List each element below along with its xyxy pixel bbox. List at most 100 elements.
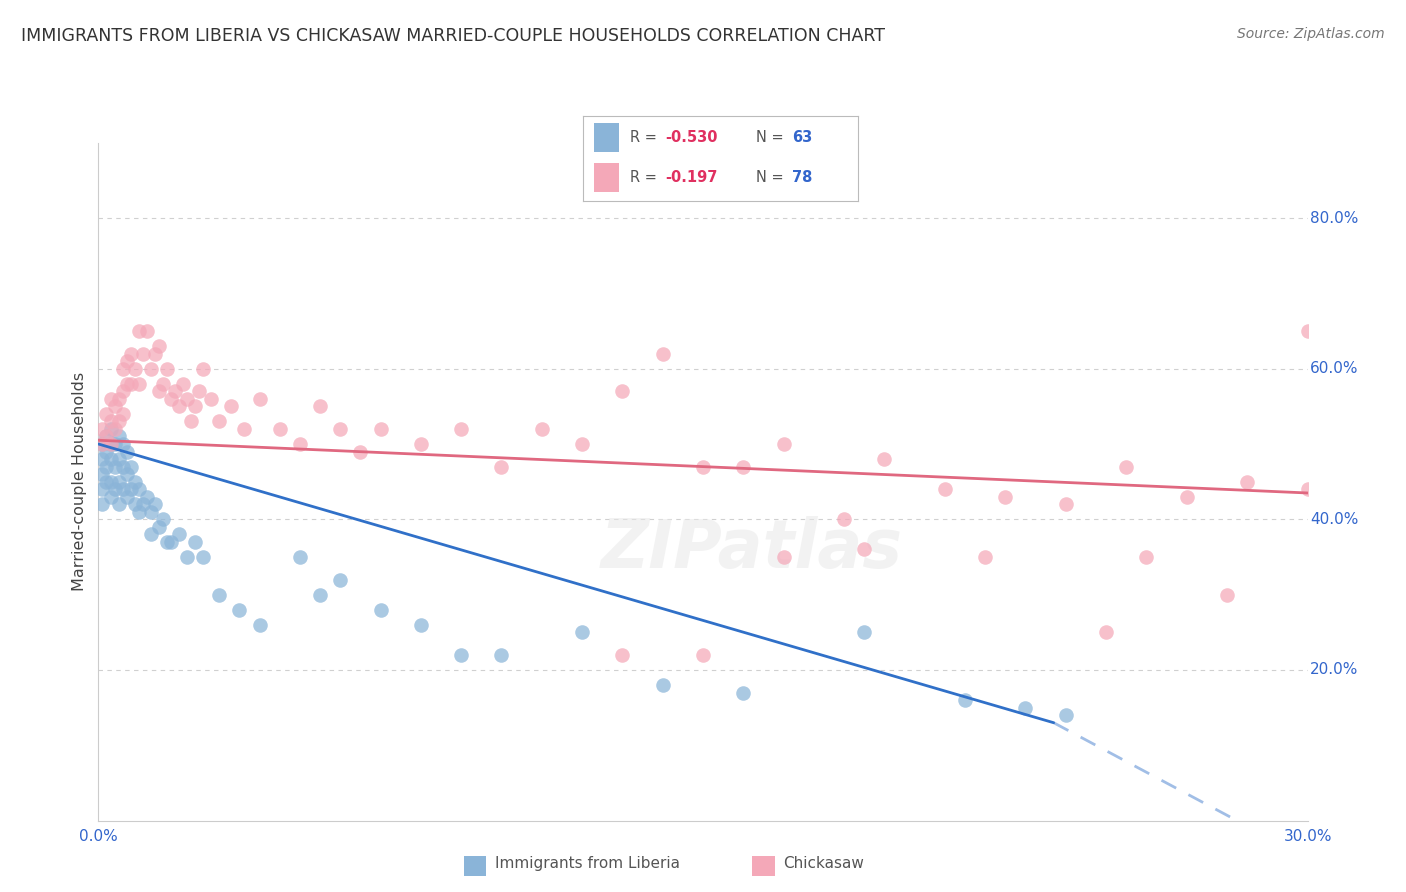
Bar — [595, 162, 619, 192]
Point — [249, 392, 271, 406]
Point — [994, 490, 1017, 504]
Point — [193, 361, 215, 376]
Point — [772, 549, 794, 564]
Point — [96, 475, 118, 489]
Point — [91, 437, 114, 451]
Point — [103, 422, 125, 436]
Point — [329, 422, 352, 436]
Point — [139, 527, 162, 541]
Point — [1095, 625, 1118, 640]
Point — [96, 429, 118, 443]
Point — [91, 437, 114, 451]
Point — [733, 459, 755, 474]
Y-axis label: Married-couple Households: Married-couple Households — [72, 372, 87, 591]
Point — [184, 535, 207, 549]
Text: 63: 63 — [792, 130, 813, 145]
Point — [120, 376, 142, 391]
Point — [832, 512, 855, 526]
Text: 20.0%: 20.0% — [1310, 663, 1358, 678]
Point — [571, 625, 593, 640]
Point — [148, 339, 170, 353]
Point — [152, 376, 174, 391]
Point — [111, 437, 134, 451]
Point — [100, 414, 122, 428]
Point — [176, 549, 198, 564]
Point — [853, 542, 876, 557]
Point — [96, 429, 118, 443]
Point — [148, 520, 170, 534]
Point — [103, 482, 125, 496]
Point — [111, 384, 134, 399]
Point — [120, 459, 142, 474]
Point — [128, 482, 150, 496]
Point — [288, 437, 311, 451]
Point — [1054, 497, 1077, 511]
Point — [103, 400, 125, 414]
Point — [612, 384, 634, 399]
Point — [143, 346, 166, 360]
Text: -0.530: -0.530 — [666, 130, 718, 145]
Point — [128, 324, 150, 338]
Point — [107, 414, 129, 428]
Point — [128, 505, 150, 519]
Point — [167, 400, 190, 414]
Point — [1216, 588, 1239, 602]
Point — [450, 648, 472, 662]
Text: 60.0%: 60.0% — [1310, 361, 1358, 376]
Point — [288, 549, 311, 564]
Point — [934, 482, 956, 496]
Text: IMMIGRANTS FROM LIBERIA VS CHICKASAW MARRIED-COUPLE HOUSEHOLDS CORRELATION CHART: IMMIGRANTS FROM LIBERIA VS CHICKASAW MAR… — [21, 27, 886, 45]
Point — [107, 497, 129, 511]
Point — [1054, 708, 1077, 723]
Point — [733, 685, 755, 699]
Point — [1296, 324, 1319, 338]
Point — [651, 678, 673, 692]
Point — [612, 648, 634, 662]
Point — [269, 422, 291, 436]
Point — [329, 573, 352, 587]
Point — [120, 346, 142, 360]
Point — [100, 437, 122, 451]
Point — [167, 527, 190, 541]
Point — [228, 603, 250, 617]
Point — [107, 392, 129, 406]
Bar — [595, 123, 619, 153]
Point — [135, 490, 157, 504]
Point — [135, 324, 157, 338]
Point — [107, 475, 129, 489]
Point — [111, 459, 134, 474]
Text: -0.197: -0.197 — [666, 169, 718, 185]
Point — [96, 407, 118, 421]
Point — [491, 459, 513, 474]
Point — [91, 467, 114, 482]
Point — [124, 361, 146, 376]
Point — [232, 422, 254, 436]
Point — [491, 648, 513, 662]
Point — [370, 422, 392, 436]
Text: R =: R = — [630, 130, 662, 145]
Point — [571, 437, 593, 451]
Point — [103, 459, 125, 474]
Point — [132, 497, 155, 511]
Point — [100, 490, 122, 504]
Point — [115, 444, 138, 458]
Point — [200, 392, 222, 406]
Text: 80.0%: 80.0% — [1310, 211, 1358, 226]
Point — [111, 482, 134, 496]
Point — [349, 444, 371, 458]
Point — [409, 617, 432, 632]
Point — [188, 384, 211, 399]
Point — [100, 475, 122, 489]
Point — [1337, 309, 1360, 323]
Point — [180, 414, 202, 428]
Point — [309, 400, 332, 414]
Point — [115, 376, 138, 391]
Point — [156, 535, 179, 549]
Point — [853, 625, 876, 640]
Point — [115, 354, 138, 368]
Point — [370, 603, 392, 617]
Text: N =: N = — [756, 169, 789, 185]
Point — [208, 414, 231, 428]
Point — [409, 437, 432, 451]
Point — [124, 475, 146, 489]
